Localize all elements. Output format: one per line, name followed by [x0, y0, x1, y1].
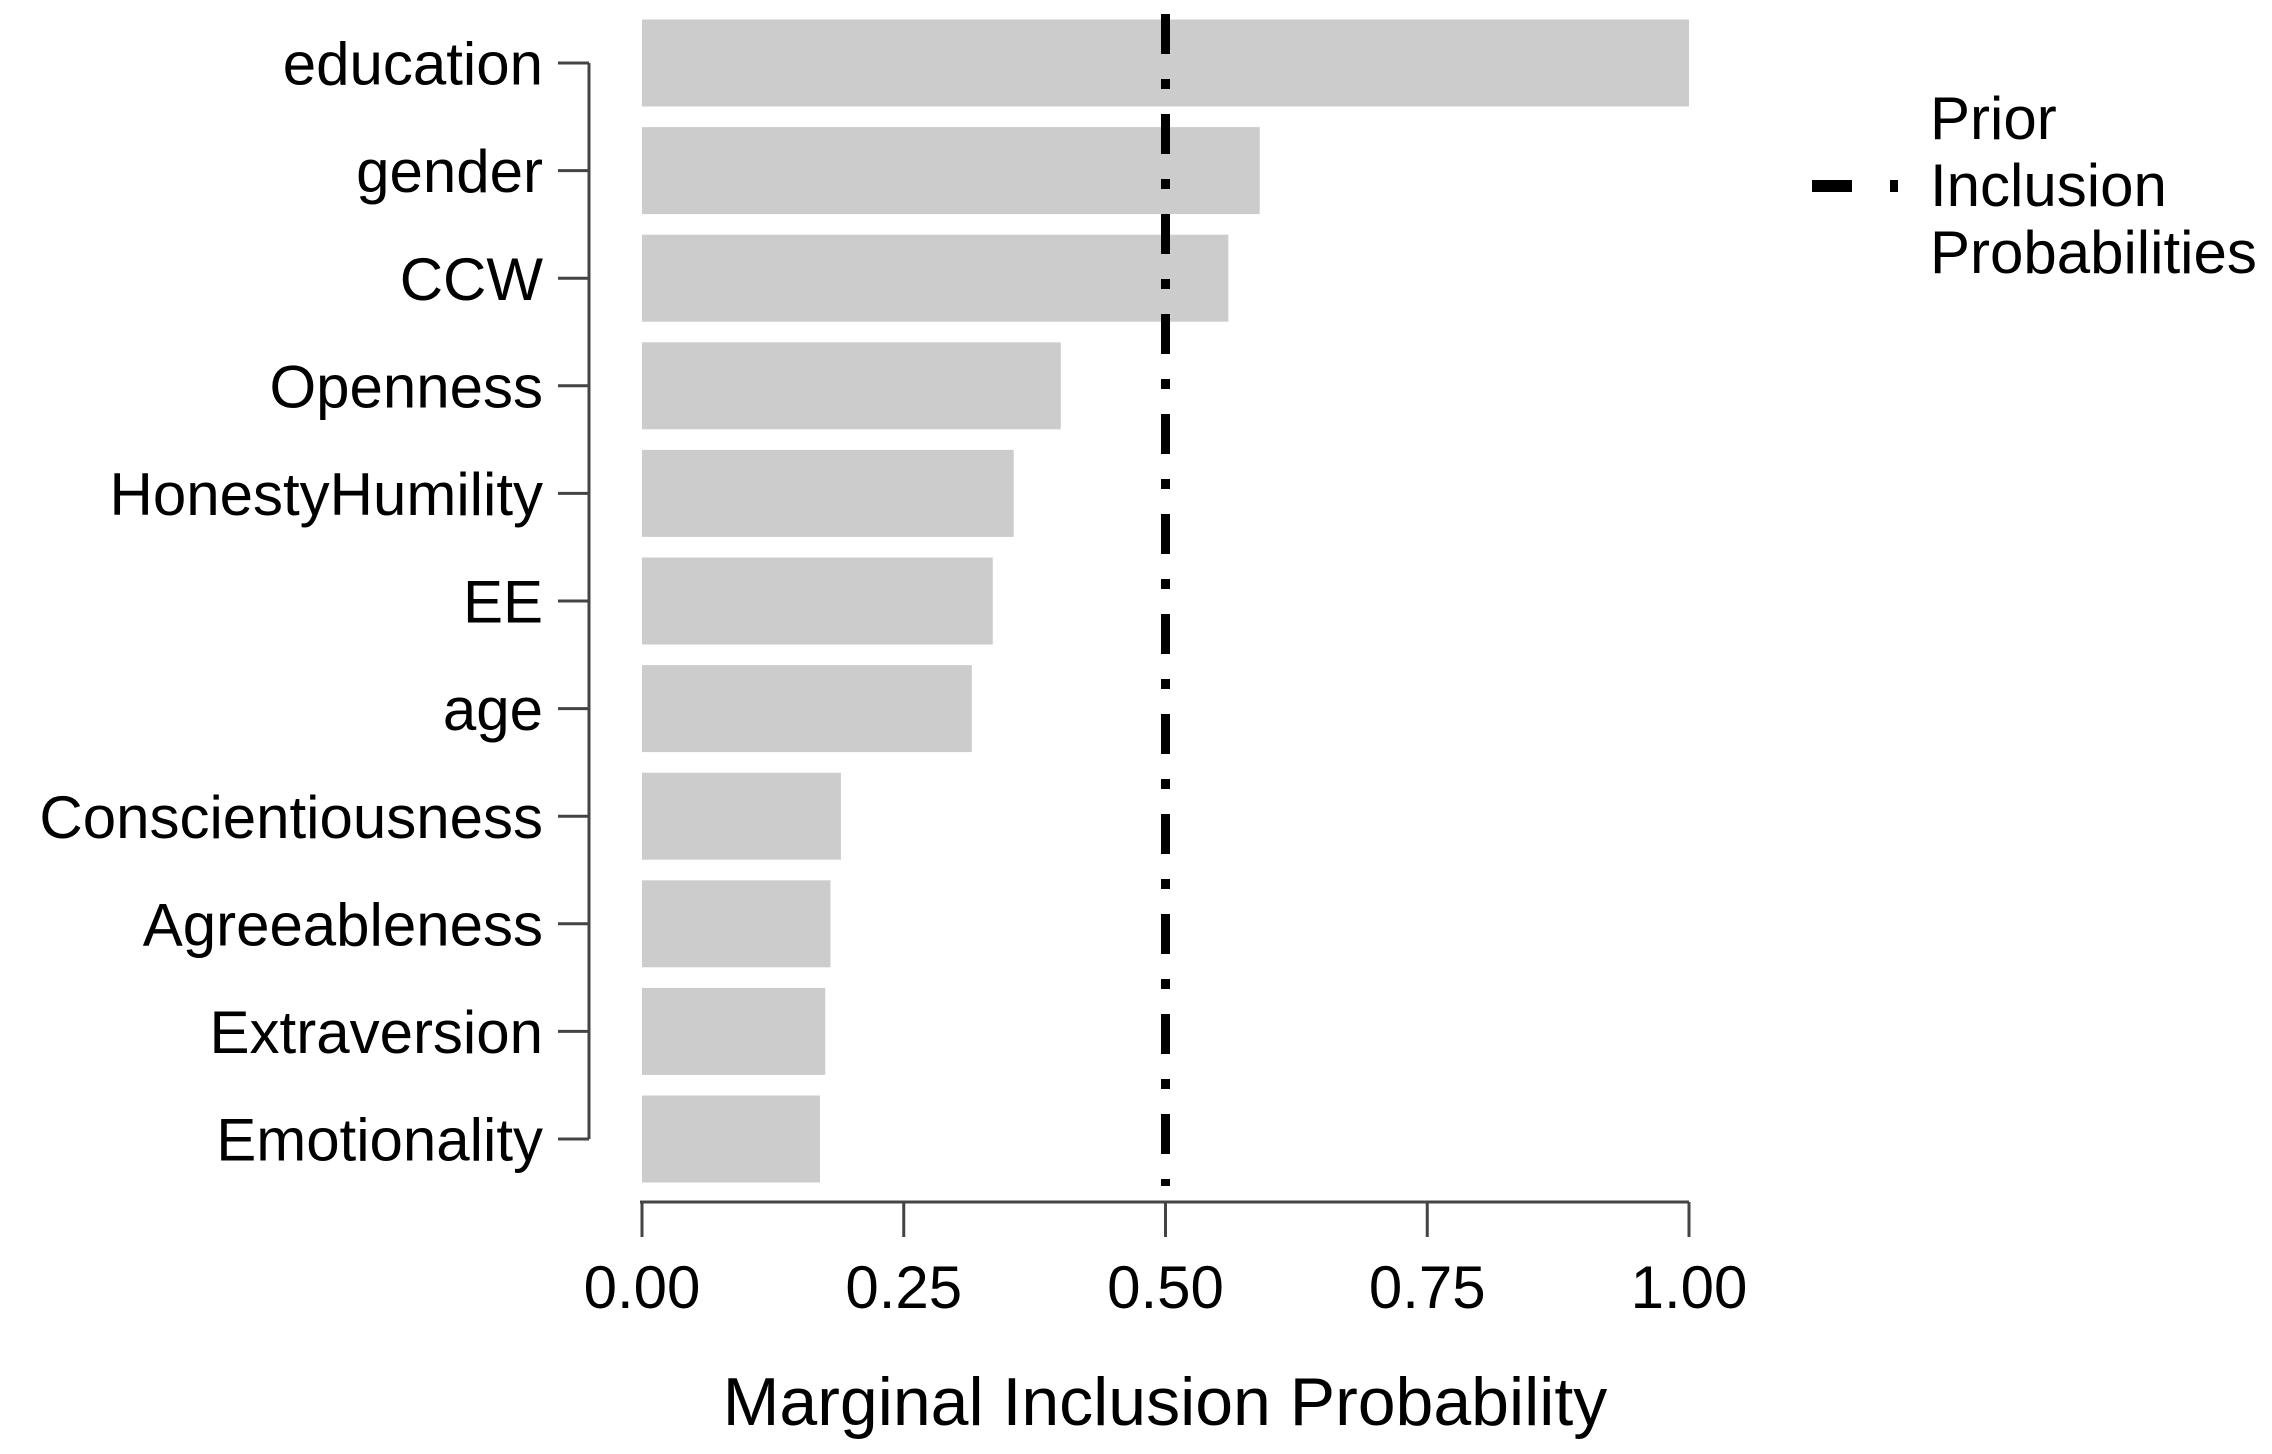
- y-axis-group: education gender CCW Openness HonestyHumilit…: [39, 31, 591, 1174]
- legend: Prior Inclusion Probabilities: [1812, 85, 2257, 286]
- legend-label-line-3: Probabilities: [1930, 219, 2257, 286]
- y-label-agreeableness: Agreeableness: [143, 891, 543, 958]
- legend-label-line-2: Inclusion: [1930, 152, 2167, 219]
- x-tick-label-0.00: 0.00: [584, 1254, 701, 1321]
- y-label-honestyhumility: HonestyHumility: [110, 461, 543, 528]
- bar-extraversion: [642, 987, 826, 1075]
- y-label-openness: Openness: [269, 353, 543, 420]
- x-axis-title: Marginal Inclusion Probability: [723, 1364, 1607, 1440]
- y-label-gender: gender: [356, 138, 543, 205]
- bar-conscientiousness: [642, 772, 841, 860]
- x-tick-label-0.75: 0.75: [1369, 1254, 1486, 1321]
- legend-label-line-1: Prior: [1930, 85, 2057, 152]
- bar-ccw: [642, 234, 1229, 322]
- x-axis-group: 0.00 0.25 0.50 0.75 1.00: [584, 1200, 1748, 1321]
- bar-gender: [642, 127, 1260, 215]
- bar-honestyhumility: [642, 449, 1014, 537]
- y-label-conscientiousness: Conscientiousness: [39, 784, 543, 851]
- bar-age: [642, 665, 972, 753]
- y-label-extraversion: Extraversion: [210, 999, 543, 1066]
- x-tick-label-1.00: 1.00: [1631, 1254, 1748, 1321]
- bar-ee: [642, 557, 993, 645]
- y-label-age: age: [443, 676, 543, 743]
- y-label-ccw: CCW: [400, 246, 544, 313]
- x-tick-label-0.25: 0.25: [845, 1254, 962, 1321]
- bar-openness: [642, 342, 1061, 430]
- x-tick-label-0.50: 0.50: [1107, 1254, 1224, 1321]
- y-label-emotionality: Emotionality: [216, 1107, 543, 1174]
- bars-group: [642, 19, 1689, 1183]
- bar-agreeableness: [642, 880, 831, 968]
- y-label-ee: EE: [463, 569, 543, 636]
- bar-emotionality: [642, 1095, 820, 1183]
- y-label-education: education: [283, 31, 543, 98]
